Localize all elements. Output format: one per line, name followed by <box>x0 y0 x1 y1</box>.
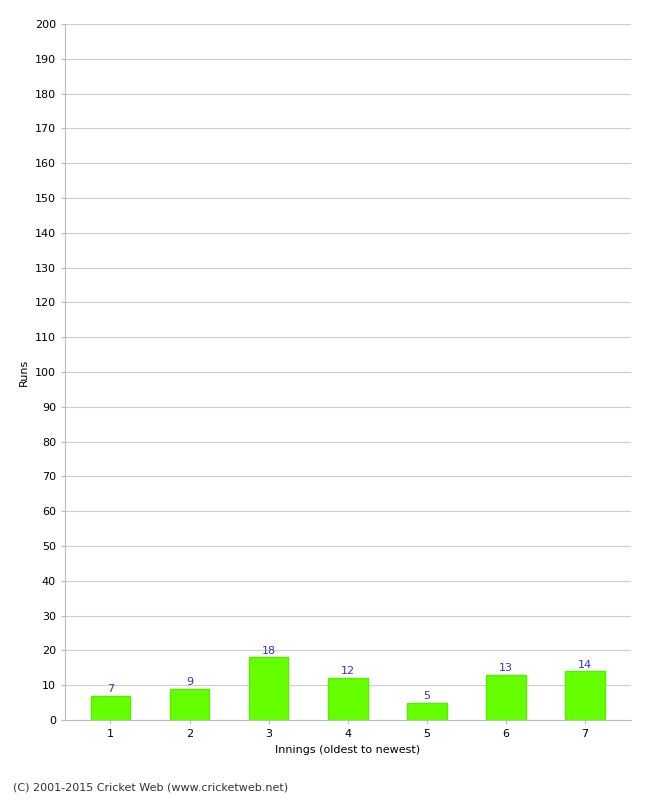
Bar <box>407 702 447 720</box>
Text: 14: 14 <box>578 659 592 670</box>
Bar <box>486 674 526 720</box>
X-axis label: Innings (oldest to newest): Innings (oldest to newest) <box>275 745 421 754</box>
Bar <box>566 671 604 720</box>
Text: 12: 12 <box>341 666 355 677</box>
Y-axis label: Runs: Runs <box>20 358 29 386</box>
Text: 7: 7 <box>107 684 114 694</box>
Bar <box>328 678 367 720</box>
Text: 5: 5 <box>423 691 430 701</box>
Bar <box>170 689 209 720</box>
Text: (C) 2001-2015 Cricket Web (www.cricketweb.net): (C) 2001-2015 Cricket Web (www.cricketwe… <box>13 782 288 792</box>
Text: 18: 18 <box>261 646 276 656</box>
Text: 9: 9 <box>186 677 193 687</box>
Text: 13: 13 <box>499 663 513 673</box>
Bar <box>91 696 130 720</box>
Bar <box>249 658 289 720</box>
